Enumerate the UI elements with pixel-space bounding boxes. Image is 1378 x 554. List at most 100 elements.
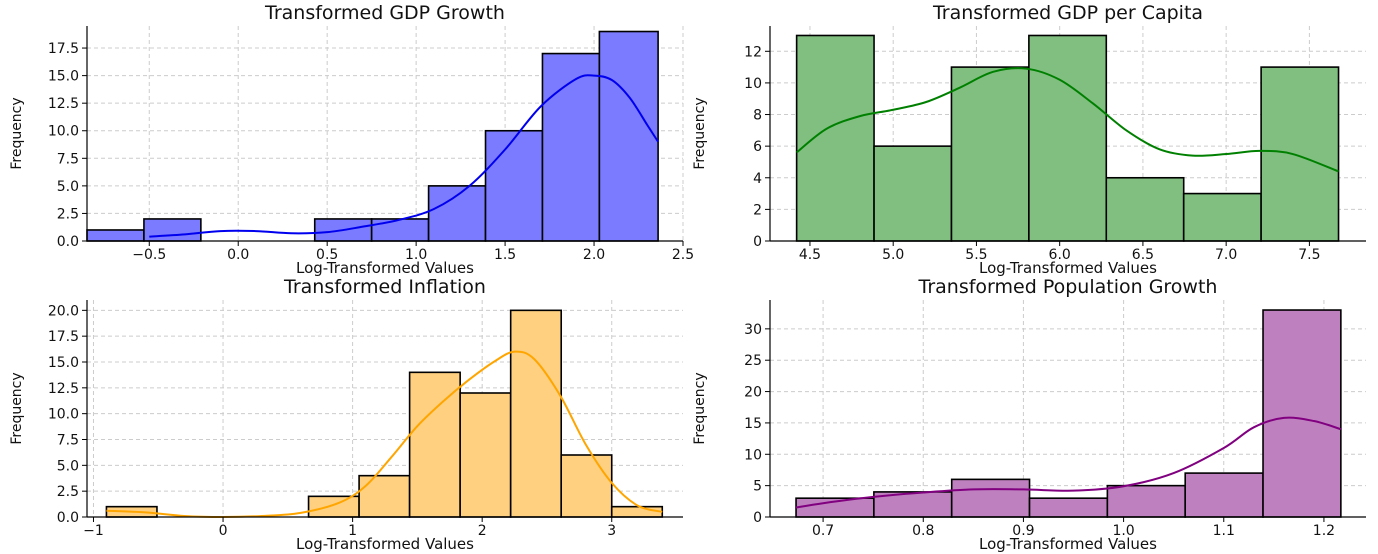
histogram-bar (560, 454, 613, 518)
x-axis-label: Log-Transformed Values (979, 535, 1157, 553)
histogram-bar (598, 30, 659, 242)
histogram-bar (1260, 66, 1340, 242)
x-tick-label: 4.5 (799, 247, 821, 263)
histogram-bar (358, 474, 411, 518)
y-tick-label: 15.0 (48, 355, 79, 371)
x-axis-label: Log-Transformed Values (979, 259, 1157, 277)
histogram-bar (1184, 472, 1264, 518)
histogram-bar (427, 185, 487, 242)
y-tick-label: 0.0 (57, 510, 79, 526)
histogram-bar (1106, 484, 1186, 518)
x-tick-label: 1 (348, 523, 357, 539)
y-tick-label: 12.5 (48, 96, 79, 112)
x-tick-label: 6.5 (1132, 247, 1154, 263)
kde-line (796, 67, 1339, 173)
y-tick-label: 8 (753, 108, 762, 124)
y-tick-label: 7.5 (57, 433, 79, 449)
chart-title: Transformed Population Growth (918, 276, 1218, 298)
x-tick-label: 5.5 (965, 247, 987, 263)
x-tick-label: 0 (219, 523, 228, 539)
histogram-bar (873, 145, 953, 242)
y-tick-label: 5.0 (57, 179, 79, 195)
x-tick-label: 0.8 (912, 523, 934, 539)
kde-line (795, 416, 1342, 509)
x-tick-label: 1.1 (1213, 523, 1235, 539)
y-tick-label: 12 (744, 44, 762, 60)
x-tick-label: 0.0 (227, 247, 249, 263)
x-tick-label: 1.0 (405, 247, 427, 263)
y-tick-label: 10.0 (48, 407, 79, 423)
y-tick-label: 15.0 (48, 69, 79, 85)
x-tick-label: −1 (83, 523, 104, 539)
y-tick-label: 2.5 (57, 484, 79, 500)
y-tick-label: 2.5 (57, 206, 79, 222)
histogram-bar (509, 309, 563, 518)
chart-panel-1: 0.0 2.5 5.0 7.5 10.0 12.5 15.0 17.5 −0.5 0.0 0.5 1.… (9, 2, 694, 277)
y-tick-label: 10 (744, 447, 762, 463)
histogram-bar (1262, 309, 1342, 518)
histogram-bar (459, 392, 512, 518)
y-tick-label: 0.0 (57, 234, 79, 250)
x-tick-label: −0.5 (132, 247, 166, 263)
x-tick-label: 7.5 (1298, 247, 1320, 263)
x-tick-label: 1.5 (494, 247, 516, 263)
y-tick-label: 10.0 (48, 124, 79, 140)
y-axis-label: Frequency (692, 372, 708, 444)
x-tick-label: 7.0 (1215, 247, 1237, 263)
y-tick-label: 17.5 (48, 329, 79, 345)
y-axis-label: Frequency (692, 97, 708, 169)
histogram-bar (307, 495, 360, 518)
chart-title: Transformed GDP Growth (264, 2, 505, 24)
histogram-bar (484, 129, 544, 242)
y-tick-label: 5 (753, 479, 762, 495)
histogram-bar (1028, 34, 1108, 242)
x-axis-label: Log-Transformed Values (296, 259, 474, 277)
histogram-bar (950, 478, 1031, 518)
histogram-bar (950, 66, 1030, 242)
x-tick-label: 0.7 (812, 523, 834, 539)
histogram-bar (1028, 497, 1109, 518)
histogram-bar (610, 505, 664, 518)
y-axis-label: Frequency (9, 372, 25, 444)
kde-line (149, 74, 659, 238)
y-axis-label: Frequency (9, 97, 25, 169)
y-tick-label: 10 (744, 76, 762, 92)
y-tick-label: 15 (744, 416, 762, 432)
x-tick-label: 0.5 (316, 247, 338, 263)
histogram-bar (143, 218, 202, 242)
y-tick-label: 6 (753, 139, 762, 155)
x-tick-label: 2 (478, 523, 487, 539)
histogram-bar (795, 34, 875, 242)
histogram-bar (1182, 192, 1262, 242)
x-tick-label: 2.0 (583, 247, 605, 263)
chart-title: Transformed GDP per Capita (932, 2, 1203, 24)
y-tick-label: 20 (744, 385, 762, 401)
x-tick-label: 6.0 (1049, 247, 1071, 263)
chart-panel-2: 0 2 4 6 8 10 12 4.5 5.0 5.5 6.0 6.5 7.0 7.5 Transforme… (692, 2, 1366, 277)
x-axis-label: Log-Transformed Values (296, 535, 474, 553)
y-tick-label: 7.5 (57, 151, 79, 167)
chart-title: Transformed Inflation (283, 276, 486, 298)
x-tick-label: 5.0 (882, 247, 904, 263)
y-tick-label: 0 (753, 510, 762, 526)
y-tick-label: 2 (753, 202, 762, 218)
x-tick-label: 2.5 (672, 247, 694, 263)
y-tick-label: 25 (744, 353, 762, 369)
x-tick-label: 1.0 (1112, 523, 1134, 539)
x-tick-label: 3 (607, 523, 616, 539)
histogram-bar (370, 218, 430, 242)
histogram-bar (408, 371, 461, 518)
y-tick-label: 5.0 (57, 458, 79, 474)
chart-panel-3: 0.0 2.5 5.0 7.5 10.0 12.5 15.0 17.5 20.0 −1 0 1 2 3 Tr… (9, 276, 683, 553)
y-tick-label: 4 (753, 171, 762, 187)
y-tick-label: 30 (744, 322, 762, 338)
histogram-bar (1105, 176, 1185, 242)
x-tick-label: 1.2 (1313, 523, 1335, 539)
histogram-bar (86, 229, 145, 242)
y-tick-label: 17.5 (48, 41, 79, 57)
chart-panel-4: 0 5 10 15 20 25 30 0.7 0.8 0.9 1.0 1.1 1.2 Transforme… (692, 276, 1366, 553)
y-tick-label: 20.0 (48, 303, 79, 319)
x-tick-label: 0.9 (1012, 523, 1034, 539)
y-tick-label: 12.5 (48, 381, 79, 397)
